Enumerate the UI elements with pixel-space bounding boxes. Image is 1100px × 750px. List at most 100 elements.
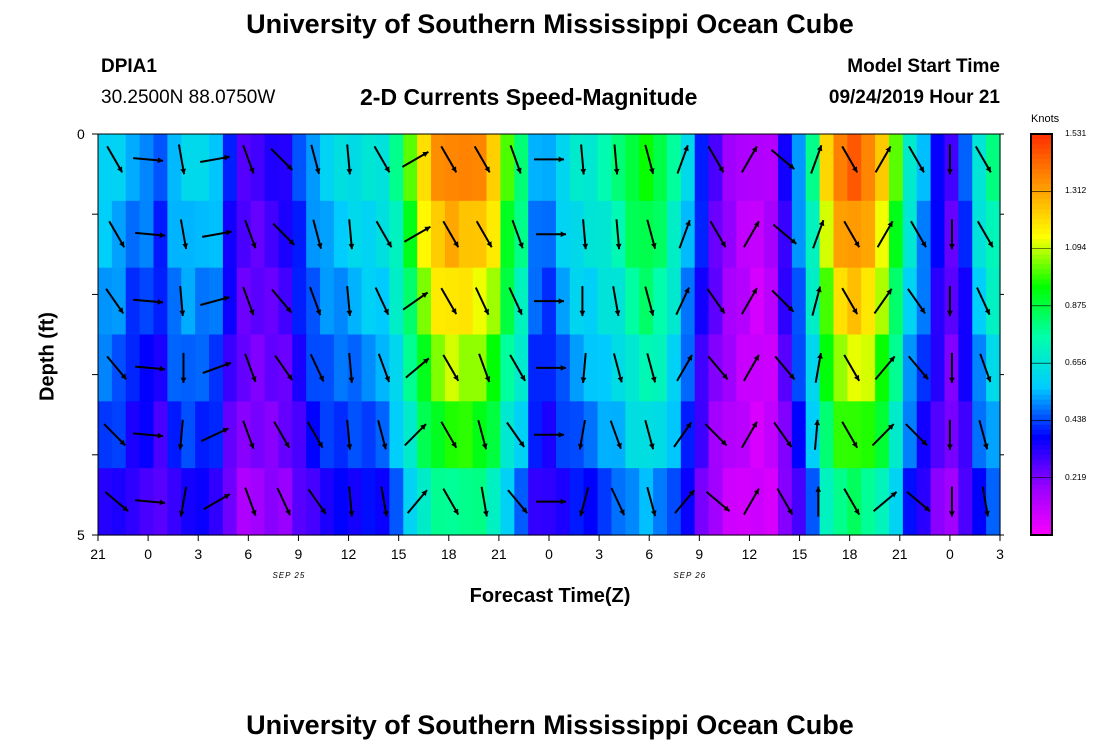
heatmap-cell — [750, 200, 765, 269]
heatmap-cell — [861, 334, 876, 402]
current-arrow — [401, 151, 429, 168]
bottom-title: University of Southern Mississippi Ocean… — [246, 710, 854, 740]
colorbar-swatch — [1031, 494, 1052, 501]
heatmap-cell — [680, 468, 696, 536]
heatmap-cell — [902, 334, 918, 402]
heatmap-cell — [944, 267, 959, 336]
heatmap-cell — [320, 468, 335, 536]
heatmap-cell — [639, 468, 654, 536]
heatmap-cell — [528, 134, 543, 202]
heatmap-cell — [500, 334, 515, 402]
colorbar-swatch — [1031, 439, 1052, 446]
heatmap-cell — [361, 334, 377, 402]
colorbar-swatch — [1031, 194, 1052, 200]
current-arrow — [271, 288, 293, 314]
current-arrow — [177, 144, 186, 175]
heatmap-cell — [819, 401, 835, 469]
colorbar-swatch — [1031, 169, 1052, 175]
heatmap-cell — [653, 200, 668, 269]
current-arrow — [905, 423, 928, 447]
heatmap-cell — [167, 334, 182, 402]
heatmap-cell — [639, 134, 654, 202]
current-arrow — [874, 145, 892, 173]
current-arrow — [242, 286, 255, 316]
colorbar-swatch — [1031, 524, 1052, 531]
colorbar-swatch — [1031, 499, 1052, 506]
heatmap-cell — [916, 334, 932, 402]
heatmap-cell — [264, 334, 279, 402]
heatmap-cell — [472, 401, 488, 469]
current-arrow — [406, 489, 428, 514]
x-tick-label: 0 — [144, 546, 152, 562]
heatmap-cell — [389, 200, 404, 269]
colorbar-swatch — [1031, 259, 1052, 265]
heatmap-cell — [680, 267, 696, 336]
heatmap-cell — [320, 401, 335, 469]
main-title: University of Southern Mississippi Ocean… — [246, 9, 854, 39]
current-arrow — [536, 498, 566, 505]
heatmap-cell — [195, 468, 210, 536]
colorbar-swatch — [1031, 244, 1052, 250]
current-arrow — [974, 145, 992, 173]
current-arrow — [478, 353, 491, 383]
current-arrow — [480, 486, 489, 517]
current-arrow — [135, 231, 166, 238]
heatmap-cell — [597, 468, 613, 536]
x-tick-label: 3 — [194, 546, 203, 562]
current-arrow — [244, 353, 257, 383]
colorbar-swatch — [1031, 154, 1052, 160]
heatmap-cell — [833, 334, 848, 402]
current-arrow — [579, 286, 586, 317]
colorbar-swatch — [1031, 269, 1052, 275]
heatmap-cell — [930, 200, 946, 269]
colorbar-swatch — [1031, 504, 1052, 511]
colorbar-swatch — [1031, 324, 1052, 331]
current-arrow — [179, 219, 188, 250]
colorbar-swatch — [1031, 174, 1052, 180]
colorbar-swatch — [1031, 509, 1052, 516]
current-arrow — [200, 295, 230, 306]
x-tick-label: 0 — [545, 546, 553, 562]
heatmap-cell — [694, 134, 710, 202]
heatmap-cell — [431, 134, 446, 202]
heatmap-cell — [986, 134, 1001, 202]
heatmap-cell — [98, 334, 113, 402]
heatmap-cell — [639, 267, 654, 336]
heatmap-cell — [264, 401, 279, 469]
heatmap-cell — [805, 401, 821, 469]
heatmap-cell — [639, 200, 654, 269]
heatmap-cell — [944, 134, 959, 202]
heatmap-cell — [791, 200, 807, 269]
current-arrow — [704, 423, 728, 447]
heatmap-cell — [805, 200, 821, 269]
heatmap-cell — [833, 267, 848, 336]
current-arrow — [310, 144, 321, 175]
current-arrow — [676, 144, 689, 174]
current-arrow — [776, 488, 794, 516]
heatmap-cell — [111, 267, 127, 336]
heatmap-cell — [791, 134, 807, 202]
current-arrow — [135, 499, 166, 506]
heatmap-cell — [500, 200, 515, 269]
heatmap-cell — [181, 401, 196, 469]
current-arrow — [508, 287, 523, 316]
heatmap-cell — [528, 468, 543, 536]
colorbar-swatch — [1031, 489, 1052, 496]
heatmap-cell — [958, 334, 973, 402]
heatmap-cell — [666, 267, 682, 336]
heatmap-cell — [694, 468, 710, 536]
heatmap-cell — [902, 200, 918, 269]
heatmap-cell — [611, 267, 626, 336]
heatmap-cell — [222, 200, 238, 269]
heatmap-cell — [181, 200, 196, 269]
current-arrow — [949, 352, 955, 383]
heatmap-cell — [347, 134, 363, 202]
x-ticks — [97, 535, 1001, 541]
current-arrow — [609, 420, 622, 450]
current-arrow — [312, 219, 323, 249]
station-id: DPIA1 — [101, 56, 157, 77]
heatmap-cell — [306, 134, 321, 202]
heatmap-cell — [278, 134, 293, 202]
x-tick-label: 18 — [841, 546, 858, 562]
